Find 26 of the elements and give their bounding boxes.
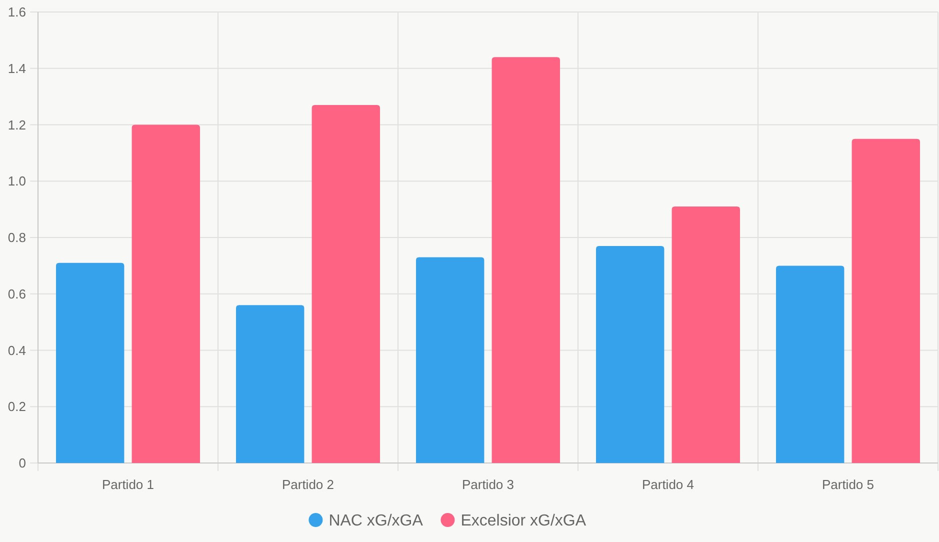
- bar: [56, 262, 124, 463]
- y-tick-label: 1.0: [8, 174, 26, 189]
- y-tick-label: 0.2: [8, 399, 26, 414]
- y-tick-label: 0.8: [8, 230, 26, 246]
- bar: [132, 124, 200, 463]
- bar: [776, 266, 844, 463]
- bar: [492, 57, 560, 463]
- bar: [852, 138, 920, 463]
- x-tick-label: Partido 4: [642, 477, 694, 492]
- x-tick-label: Partido 2: [282, 477, 334, 492]
- bar: [672, 206, 740, 463]
- y-tick-label: 1.2: [8, 117, 26, 132]
- legend-label: NAC xG/xGA: [328, 512, 424, 530]
- bar: [416, 257, 484, 463]
- x-tick-label: Partido 1: [102, 477, 154, 492]
- y-tick-label: 0: [18, 456, 26, 471]
- bar: [596, 246, 664, 463]
- x-tick-label: Partido 3: [462, 477, 514, 492]
- y-tick-label: 1.6: [8, 4, 26, 20]
- legend-label: Excelsior xG/xGA: [460, 512, 586, 530]
- bar: [312, 105, 380, 463]
- x-tick-label: Partido 5: [822, 477, 874, 492]
- y-tick-label: 0.4: [8, 342, 26, 358]
- y-tick-label: 0.6: [8, 286, 26, 302]
- y-tick-label: 1.4: [8, 60, 26, 76]
- bar: [236, 305, 304, 463]
